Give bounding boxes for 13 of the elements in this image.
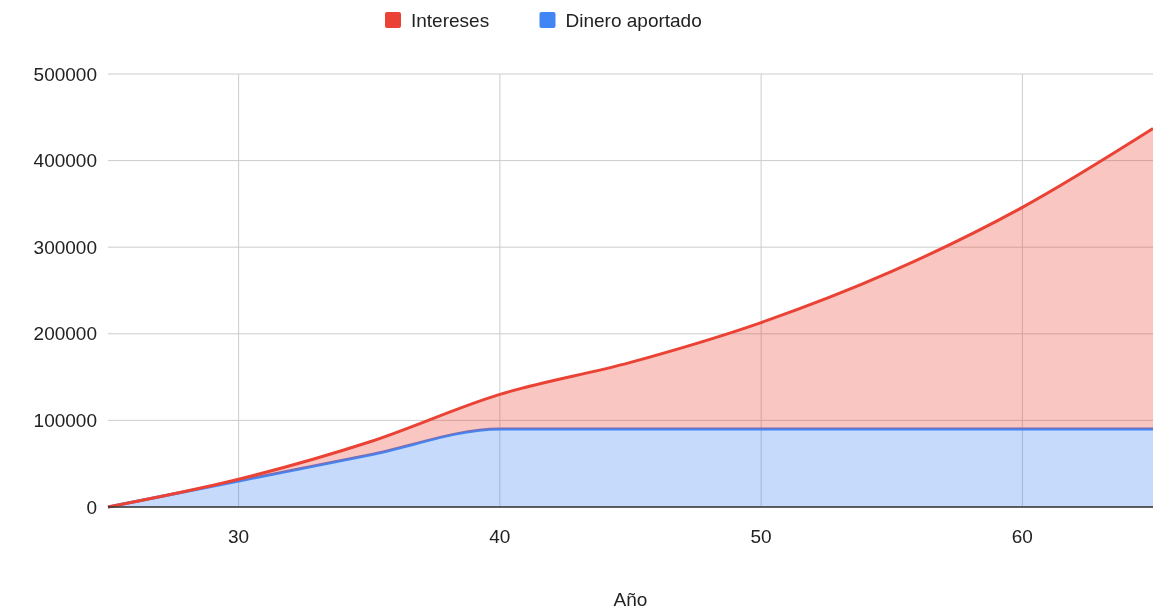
x-axis-title: Año (613, 589, 648, 610)
y-tick-label: 200000 (33, 323, 97, 345)
y-tick-label: 500000 (33, 63, 97, 85)
y-tick-label: 0 (86, 496, 97, 518)
y-tick-label: 300000 (33, 236, 97, 258)
y-tick-label: 100000 (33, 410, 97, 432)
legend-label: Intereses (411, 9, 490, 31)
x-tick-label: 40 (489, 526, 511, 547)
x-tick-label: 60 (1011, 526, 1033, 547)
x-tick-label: 50 (750, 526, 772, 547)
legend-label: Dinero aportado (565, 9, 702, 31)
x-tick-label: 30 (228, 526, 250, 547)
y-tick-label: 400000 (33, 150, 97, 172)
